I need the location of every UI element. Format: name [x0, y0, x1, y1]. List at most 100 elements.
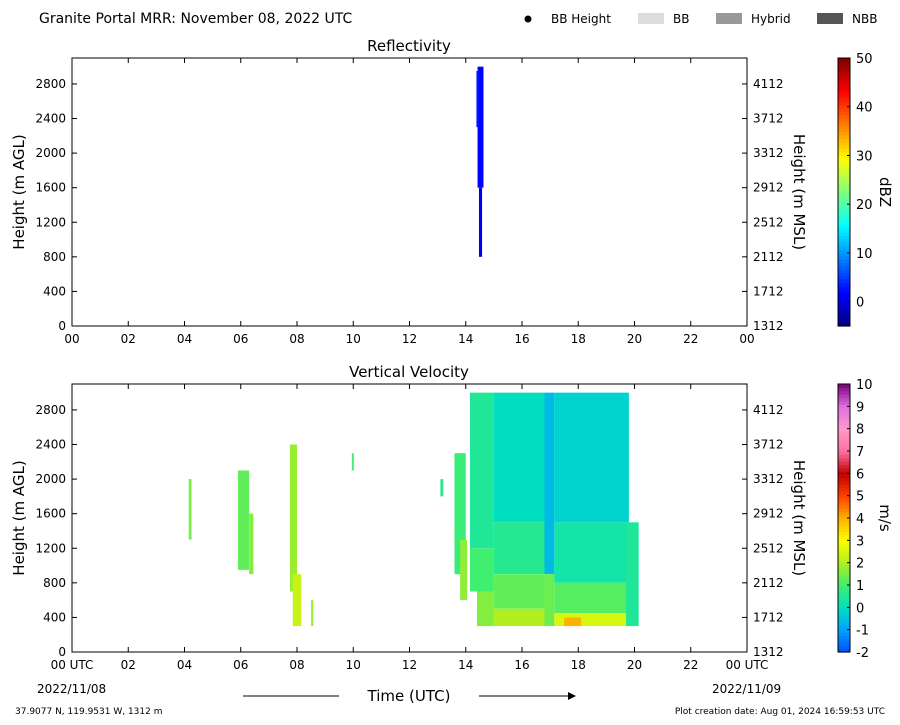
velocity-ytick-label: 400: [43, 610, 66, 624]
reflectivity-colorbar-segment: [838, 309, 850, 314]
reflectivity-colorbar-segment: [838, 248, 850, 253]
reflectivity-panel: Reflectivity 00 02 04 06 08 10 12 14 16 18 20 22 000…: [10, 37, 894, 346]
reflectivity-colorbar-segment: [838, 225, 850, 230]
x-axis-arrow-head: [568, 692, 576, 700]
velocity-xtick-label: 18: [571, 658, 586, 672]
velocity-colorbar-segment: [838, 414, 850, 419]
reflectivity-colorbar-segment: [838, 208, 850, 213]
reflectivity-colorbar-segment: [838, 299, 850, 304]
reflectivity-colorbar-segment: [838, 269, 850, 273]
velocity-colorbar-tick-label: 7: [856, 445, 864, 460]
velocity-xtick-label: 02: [121, 658, 136, 672]
velocity-xtick-label: 00 UTC: [51, 658, 94, 672]
reflectivity-xtick-label: 10: [346, 332, 361, 346]
reflectivity-colorbar-segment: [838, 282, 850, 287]
reflectivity-colorbar-segment: [838, 259, 850, 263]
reflectivity-colorbar-segment: [838, 135, 850, 139]
reflectivity-colorbar-segment: [838, 58, 850, 62]
reflectivity-y2tick-label: 3712: [753, 112, 784, 126]
reflectivity-colorbar-segment: [838, 222, 850, 227]
reflectivity-ytick-label: 1600: [35, 181, 66, 195]
reflectivity-colorbar-segment: [838, 158, 850, 163]
velocity-colorbar-segment: [838, 497, 850, 502]
velocity-colorbar-segment: [838, 384, 850, 388]
reflectivity-colorbar: 0 10 20 30 40 50: [837, 52, 873, 327]
reflectivity-colorbar-segment: [838, 104, 850, 109]
velocity-colorbar-segment: [838, 424, 850, 429]
reflectivity-colorbar-segment: [838, 315, 850, 320]
reflectivity-colorbar-segment: [838, 238, 850, 243]
reflectivity-colorbar-segment: [838, 91, 850, 96]
velocity-ytick-label: 2800: [35, 403, 66, 417]
velocity-cell: [544, 574, 555, 627]
reflectivity-colorbar-segment: [838, 279, 850, 284]
reflectivity-colorbar-segment: [838, 125, 850, 129]
reflectivity-cell: [478, 187, 483, 257]
velocity-colorbar-segment: [838, 544, 850, 549]
velocity-colorbar-segment: [838, 430, 850, 435]
velocity-colorbar-segment: [838, 578, 850, 583]
velocity-xtick-label: 04: [177, 658, 192, 672]
legend-label-nbb: NBB: [852, 12, 877, 26]
velocity-colorbar-segment: [838, 645, 850, 650]
reflectivity-xtick-label: 12: [402, 332, 417, 346]
velocity-y2tick-label: 1312: [753, 645, 784, 659]
reflectivity-colorbar-segment: [838, 155, 850, 160]
reflectivity-colorbar-segment: [838, 195, 850, 200]
velocity-colorbar-segment: [838, 648, 850, 653]
velocity-colorbar: -2 -1 0 1 2 3 4 5 6 7 8 9 10: [837, 378, 873, 661]
velocity-colorbar-segment: [838, 484, 850, 489]
velocity-cell: [188, 479, 192, 540]
velocity-y2tick-label: 2912: [753, 507, 784, 521]
velocity-colorbar-segment: [838, 625, 850, 630]
reflectivity-colorbar-segment: [838, 202, 850, 206]
velocity-y2tick-label: 1712: [753, 610, 784, 624]
velocity-xtick-label: 14: [458, 658, 473, 672]
reflectivity-cells: [476, 66, 484, 257]
velocity-colorbar-segment: [838, 481, 850, 486]
velocity-colorbar-segment: [838, 451, 850, 455]
reflectivity-title: Reflectivity: [367, 37, 451, 55]
reflectivity-colorbar-segment: [838, 118, 850, 123]
velocity-colorbar-segment: [838, 410, 850, 415]
reflectivity-xtick-label: 00: [64, 332, 79, 346]
reflectivity-y2tick-label: 2512: [753, 215, 784, 229]
velocity-colorbar-segment: [838, 447, 850, 452]
velocity-colorbar-segment: [838, 471, 850, 476]
reflectivity-colorbar-segment: [838, 295, 850, 300]
reflectivity-colorbar-frame: [837, 57, 851, 327]
velocity-cell: [292, 574, 302, 627]
legend-swatch-nbb: [817, 13, 843, 24]
velocity-colorbar-segment: [838, 518, 850, 522]
reflectivity-xtick-label: 16: [514, 332, 529, 346]
velocity-colorbar-segment: [838, 464, 850, 469]
reflectivity-xtick-label: 20: [627, 332, 642, 346]
velocity-xtick-label: 12: [402, 658, 417, 672]
velocity-cell: [249, 513, 254, 575]
reflectivity-colorbar-segment: [838, 68, 850, 72]
velocity-colorbar-segment: [838, 618, 850, 623]
velocity-cell: [626, 522, 639, 627]
velocity-colorbar-segment: [838, 538, 850, 543]
velocity-colorbar-segment: [838, 440, 850, 445]
velocity-colorbar-segment: [838, 387, 850, 392]
velocity-cell: [454, 453, 466, 575]
reflectivity-y2tick-label: 4112: [753, 77, 784, 91]
velocity-colorbar-segment: [838, 631, 850, 636]
velocity-cell: [440, 479, 444, 497]
velocity-colorbar-segment: [838, 541, 850, 546]
reflectivity-cell: [477, 66, 484, 188]
velocity-cell: [493, 392, 545, 523]
reflectivity-colorbar-segment: [838, 232, 850, 237]
velocity-xtick-label: 06: [233, 658, 248, 672]
velocity-colorbar-segment: [838, 524, 850, 529]
reflectivity-colorbar-segment: [838, 131, 850, 136]
velocity-colorbar-segment: [838, 581, 850, 586]
velocity-y2tick-label: 2512: [753, 541, 784, 555]
reflectivity-colorbar-segment: [838, 141, 850, 146]
x-axis-title: Time (UTC): [367, 687, 451, 705]
reflectivity-colorbar-segment: [838, 108, 850, 113]
velocity-colorbar-segment: [838, 591, 850, 596]
reflectivity-colorbar-segment: [838, 192, 850, 196]
